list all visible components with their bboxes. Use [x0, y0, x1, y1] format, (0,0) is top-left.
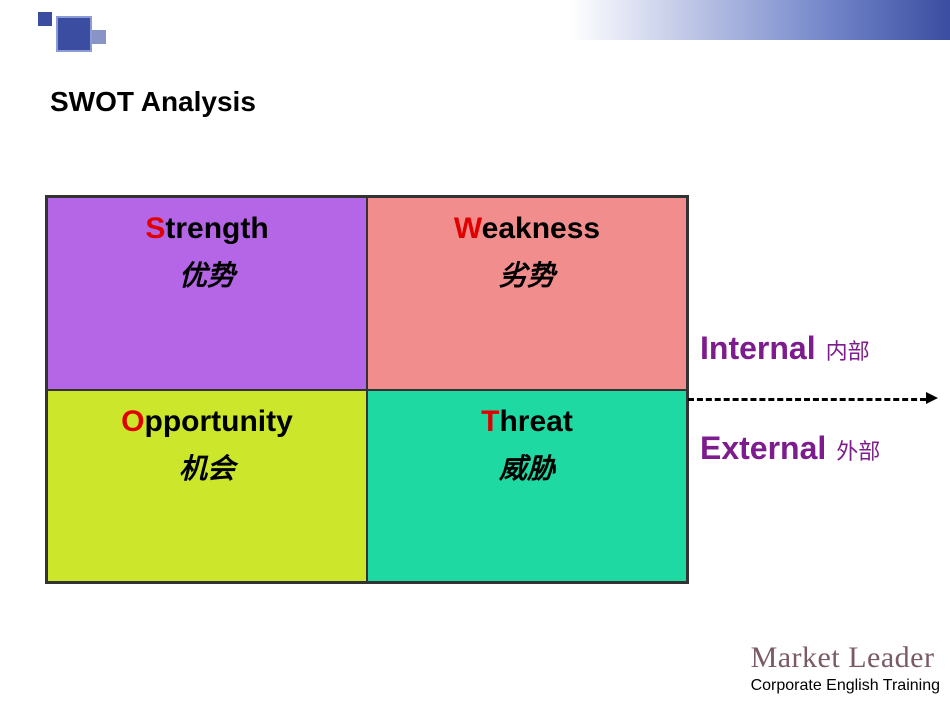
- arrow-line: [688, 398, 926, 401]
- label-external: External 外部: [700, 430, 880, 467]
- deco-small-square: [92, 30, 106, 44]
- cell-rest: pportunity: [145, 405, 293, 438]
- slide-deco-squares: [30, 10, 150, 55]
- cell-first-letter: W: [454, 212, 482, 245]
- footer-brand: Market Leader: [751, 641, 940, 675]
- label-external-cn: 外部: [836, 439, 880, 464]
- cell-threat: Threat 威胁: [367, 390, 687, 583]
- cell-label-en: Opportunity: [48, 405, 366, 439]
- deco-big-square: [56, 16, 92, 52]
- cell-rest: hreat: [499, 405, 572, 438]
- cell-label-cn: 劣势: [368, 254, 686, 294]
- cell-label-cn: 优势: [48, 254, 366, 294]
- cell-first-letter: O: [121, 405, 144, 438]
- cell-strength: Strength 优势: [47, 197, 367, 390]
- cell-rest: trength: [165, 212, 268, 245]
- label-internal-cn: 内部: [826, 339, 870, 364]
- cell-first-letter: T: [481, 405, 499, 438]
- page-title: SWOT Analysis: [50, 86, 256, 118]
- footer-logo: Market Leader Corporate English Training: [751, 641, 940, 695]
- cell-weakness: Weakness 劣势: [367, 197, 687, 390]
- cell-label-en: Weakness: [368, 212, 686, 246]
- slide-top-gradient: [570, 0, 950, 40]
- cell-opportunity: Opportunity 机会: [47, 390, 367, 583]
- swot-matrix: Strength 优势 Weakness 劣势 Opportunity 机会 T…: [45, 195, 689, 584]
- deco-small-square: [38, 12, 52, 26]
- label-external-en: External: [700, 430, 826, 466]
- cell-label-cn: 机会: [48, 447, 366, 487]
- cell-rest: eakness: [482, 212, 600, 245]
- footer-tagline: Corporate English Training: [751, 677, 940, 695]
- arrow-head-icon: [926, 392, 938, 404]
- cell-first-letter: S: [145, 212, 165, 245]
- label-internal-en: Internal: [700, 330, 816, 366]
- cell-label-cn: 威胁: [368, 447, 686, 487]
- cell-label-en: Threat: [368, 405, 686, 439]
- cell-label-en: Strength: [48, 212, 366, 246]
- label-internal: Internal 内部: [700, 330, 870, 367]
